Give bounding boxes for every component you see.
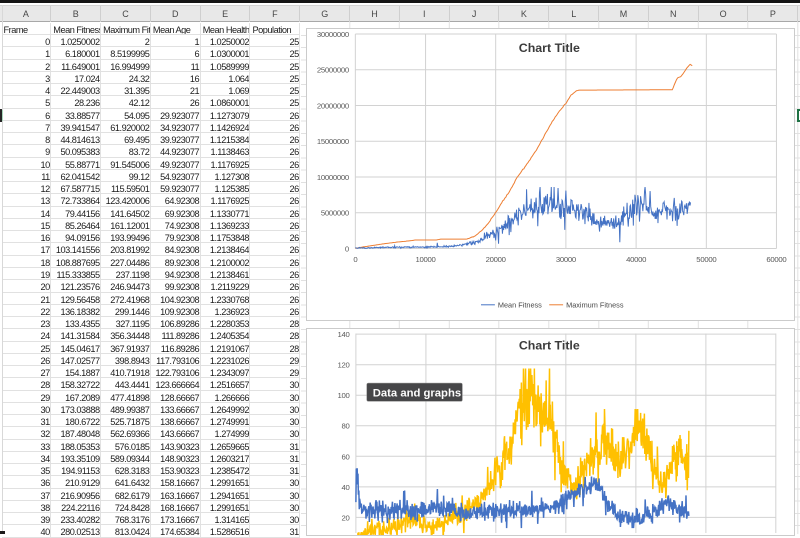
- svg-text:40000: 40000: [626, 255, 646, 264]
- svg-text:0: 0: [353, 255, 357, 264]
- svg-text:20000000: 20000000: [316, 101, 348, 110]
- svg-text:20: 20: [341, 513, 349, 522]
- svg-text:20000: 20000: [485, 255, 505, 264]
- svg-text:100: 100: [337, 391, 349, 400]
- svg-text:140: 140: [337, 330, 349, 339]
- svg-text:120: 120: [337, 361, 349, 370]
- svg-text:Data and graphs: Data and graphs: [372, 388, 460, 400]
- svg-text:Chart Title: Chart Title: [518, 41, 579, 55]
- svg-text:40: 40: [341, 483, 349, 492]
- svg-text:30000: 30000: [555, 255, 575, 264]
- svg-text:10000: 10000: [415, 255, 435, 264]
- svg-text:60: 60: [341, 452, 349, 461]
- svg-text:50000: 50000: [696, 255, 716, 264]
- svg-text:25000000: 25000000: [316, 66, 348, 75]
- svg-text:5000000: 5000000: [320, 209, 348, 218]
- svg-text:60000: 60000: [766, 255, 786, 264]
- svg-text:0: 0: [344, 244, 348, 253]
- svg-text:80: 80: [341, 422, 349, 431]
- svg-text:10000000: 10000000: [316, 173, 348, 182]
- svg-text:15000000: 15000000: [316, 137, 348, 146]
- svg-text:Mean Fitness: Mean Fitness: [497, 301, 541, 310]
- svg-text:Chart Title: Chart Title: [518, 338, 579, 352]
- svg-text:Maximum Fitness: Maximum Fitness: [566, 301, 624, 310]
- svg-text:30000000: 30000000: [316, 30, 348, 39]
